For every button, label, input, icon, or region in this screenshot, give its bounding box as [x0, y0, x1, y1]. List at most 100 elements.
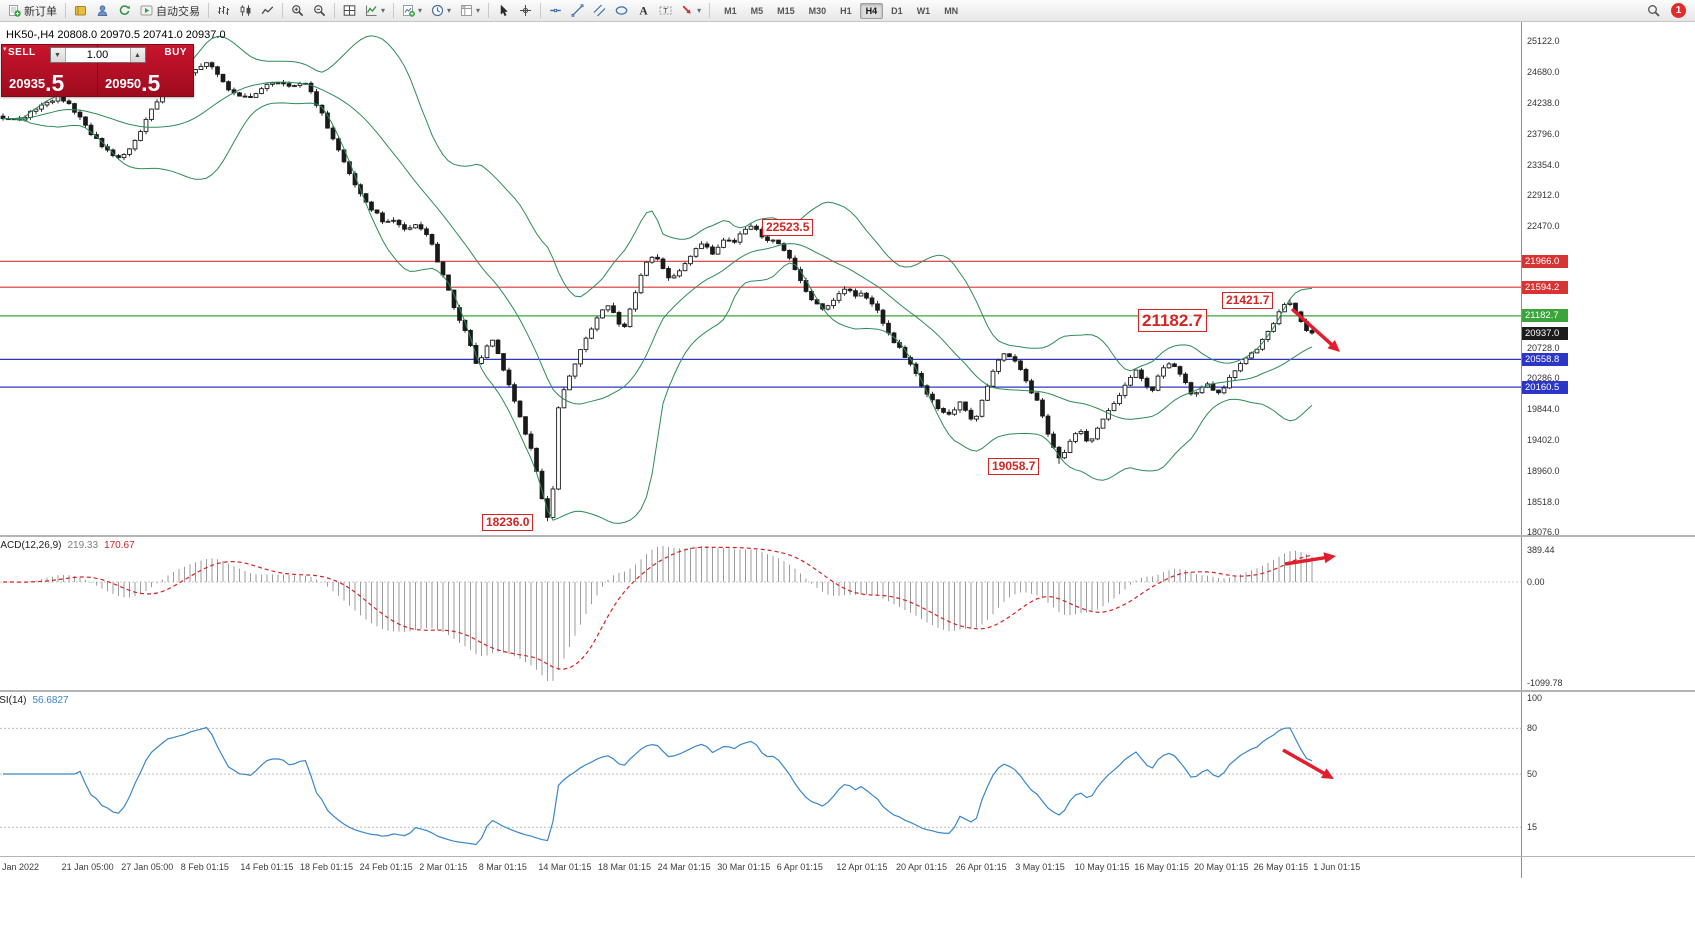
timeframe-button-m1[interactable]: M1 — [718, 3, 743, 19]
time-axis-label: 1 Jun 01:15 — [1313, 862, 1361, 872]
trendline-tool-button[interactable] — [567, 1, 588, 20]
horizontal-line-tool-button[interactable] — [545, 1, 566, 20]
price-annotation[interactable]: 21421.7 — [1222, 292, 1274, 309]
bar-chart-button[interactable] — [213, 1, 234, 20]
autotrading-button[interactable]: 自动交易 — [136, 1, 204, 20]
cursor-button[interactable] — [493, 1, 514, 20]
shapes-tool-button[interactable] — [611, 1, 632, 20]
price-axis-tick: 23354.0 — [1527, 159, 1560, 170]
buy-label: BUY — [164, 47, 187, 58]
macd-axis-tick: -1099.78 — [1527, 678, 1563, 688]
horizontal-line-icon — [550, 8, 561, 13]
candlestick-chart-button[interactable] — [235, 1, 256, 20]
zoom-out-button[interactable] — [309, 1, 330, 20]
time-axis-label: 20 Apr 01:15 — [896, 862, 948, 872]
text-label-icon: T — [659, 6, 672, 15]
new-chart-button[interactable]: ▾ — [398, 1, 426, 20]
refresh-icon — [119, 5, 130, 15]
text-label-tool-button[interactable]: T — [655, 1, 676, 20]
price-annotation[interactable]: 19058.7 — [988, 458, 1040, 475]
time-axis-label: 30 Mar 01:15 — [717, 862, 771, 872]
timeframe-button-h4[interactable]: H4 — [859, 2, 884, 19]
rsi-label: RSI(14) 56.6827 — [0, 695, 69, 706]
sell-button[interactable]: ▾ SELL 20935 .5 — [2, 45, 98, 96]
rsi-axis-tick: 80 — [1527, 723, 1538, 734]
trend-arrow[interactable] — [1284, 552, 1336, 566]
time-axis-label: 12 Apr 01:15 — [836, 862, 888, 872]
user-button[interactable] — [92, 1, 113, 20]
price-tag: 21594.2 — [1522, 280, 1568, 294]
timeframe-button-m30[interactable]: M30 — [803, 3, 833, 19]
toolbar-separator — [393, 3, 395, 18]
line-chart-button[interactable] — [257, 1, 278, 20]
timeframe-button-d1[interactable]: D1 — [885, 3, 909, 19]
timeframe-group: M1 M5 M15 M30 H1 H4 D1 W1 MN — [718, 2, 964, 19]
timeframe-button-mn[interactable]: MN — [938, 3, 964, 19]
line-chart-icon — [261, 6, 274, 15]
volume-decrease-button[interactable]: ▼ — [50, 48, 66, 62]
timeframe-button-m15[interactable]: M15 — [771, 3, 801, 19]
new-order-label: 新订单 — [24, 5, 57, 18]
crosshair-button[interactable] — [515, 1, 536, 20]
one-click-trading-panel: ▾ SELL 20935 .5 BUY 20950 .5 ▼ 1.00 ▲ — [1, 44, 194, 97]
time-axis-label: 18 Feb 01:15 — [300, 862, 354, 872]
panel-collapse-icon[interactable]: ▾ — [3, 46, 7, 53]
rsi-name: RSI(14) — [0, 695, 27, 706]
tile-windows-button[interactable] — [339, 1, 360, 20]
autotrading-label: 自动交易 — [156, 5, 200, 18]
text-tool-button[interactable]: A — [633, 1, 654, 20]
ellipse-icon — [615, 6, 628, 15]
price-axis[interactable]: 25122.0 24680.0 24238.0 23796.0 23354.0 22912… — [1521, 22, 1695, 878]
trend-arrow[interactable] — [1282, 748, 1334, 779]
new-chart-icon — [403, 5, 415, 17]
timeframe-button-h1[interactable]: H1 — [834, 3, 858, 19]
zoom-in-button[interactable] — [287, 1, 308, 20]
cursor-icon — [500, 4, 508, 17]
price-tag: 21966.0 — [1522, 254, 1568, 268]
periods-button[interactable]: ▾ — [427, 1, 455, 20]
dropdown-caret: ▾ — [381, 5, 386, 15]
price-tag: 20558.8 — [1522, 352, 1568, 366]
notification-badge[interactable]: 1 — [1671, 3, 1686, 18]
channel-tool-button[interactable] — [589, 1, 610, 20]
time-axis-separator — [0, 856, 1695, 857]
macd-axis-tick: 0.00 — [1527, 577, 1545, 587]
trend-arrow[interactable] — [1290, 307, 1340, 352]
search-button[interactable] — [1643, 1, 1664, 20]
new-order-button[interactable]: 新订单 — [4, 1, 61, 20]
price-annotation[interactable]: 18236.0 — [482, 514, 534, 531]
indicators-icon — [366, 5, 377, 16]
macd-name: MACD(12,26,9) — [0, 540, 62, 551]
price-annotation[interactable]: 21182.7 — [1138, 309, 1207, 333]
notebook-button[interactable] — [70, 1, 91, 20]
arrows-tool-button[interactable]: ▾ — [677, 1, 705, 20]
rsi-panel-canvas[interactable] — [0, 692, 1521, 856]
templates-button[interactable]: ▾ — [456, 1, 484, 20]
price-tag: 20937.0 — [1522, 326, 1568, 340]
text-icon: A — [639, 6, 648, 18]
buy-price: 20950 .5 — [105, 72, 160, 94]
price-chart-canvas[interactable] — [0, 22, 1521, 535]
horizontal-lines[interactable] — [0, 260, 1521, 388]
price-axis-tick: 23796.0 — [1527, 128, 1560, 139]
time-axis-label: 24 Mar 01:15 — [657, 862, 711, 872]
time-axis-label: 21 Jan 05:00 — [61, 862, 114, 872]
timeframe-button-w1[interactable]: W1 — [911, 3, 937, 19]
panel-splitter[interactable] — [0, 690, 1695, 692]
toolbar-separator — [540, 3, 542, 18]
sell-price-fraction: .5 — [45, 70, 65, 97]
timeframe-button-m5[interactable]: M5 — [745, 3, 770, 19]
price-annotation[interactable]: 22523.5 — [762, 219, 814, 236]
time-axis[interactable]: Jan 2022 21 Jan 05:00 27 Jan 05:00 8 Feb 01… — [0, 857, 1521, 879]
refresh-button[interactable] — [114, 1, 135, 20]
volume-increase-button[interactable]: ▲ — [129, 48, 145, 62]
price-tag: 20160.5 — [1522, 380, 1568, 394]
macd-panel-canvas[interactable] — [0, 537, 1521, 690]
panel-splitter[interactable] — [0, 535, 1695, 537]
user-icon — [97, 5, 108, 16]
dropdown-caret: ▾ — [476, 5, 481, 15]
rsi-value: 56.6827 — [32, 695, 69, 706]
indicators-button[interactable]: ▾ — [361, 1, 389, 20]
volume-value[interactable]: 1.00 — [86, 49, 109, 61]
